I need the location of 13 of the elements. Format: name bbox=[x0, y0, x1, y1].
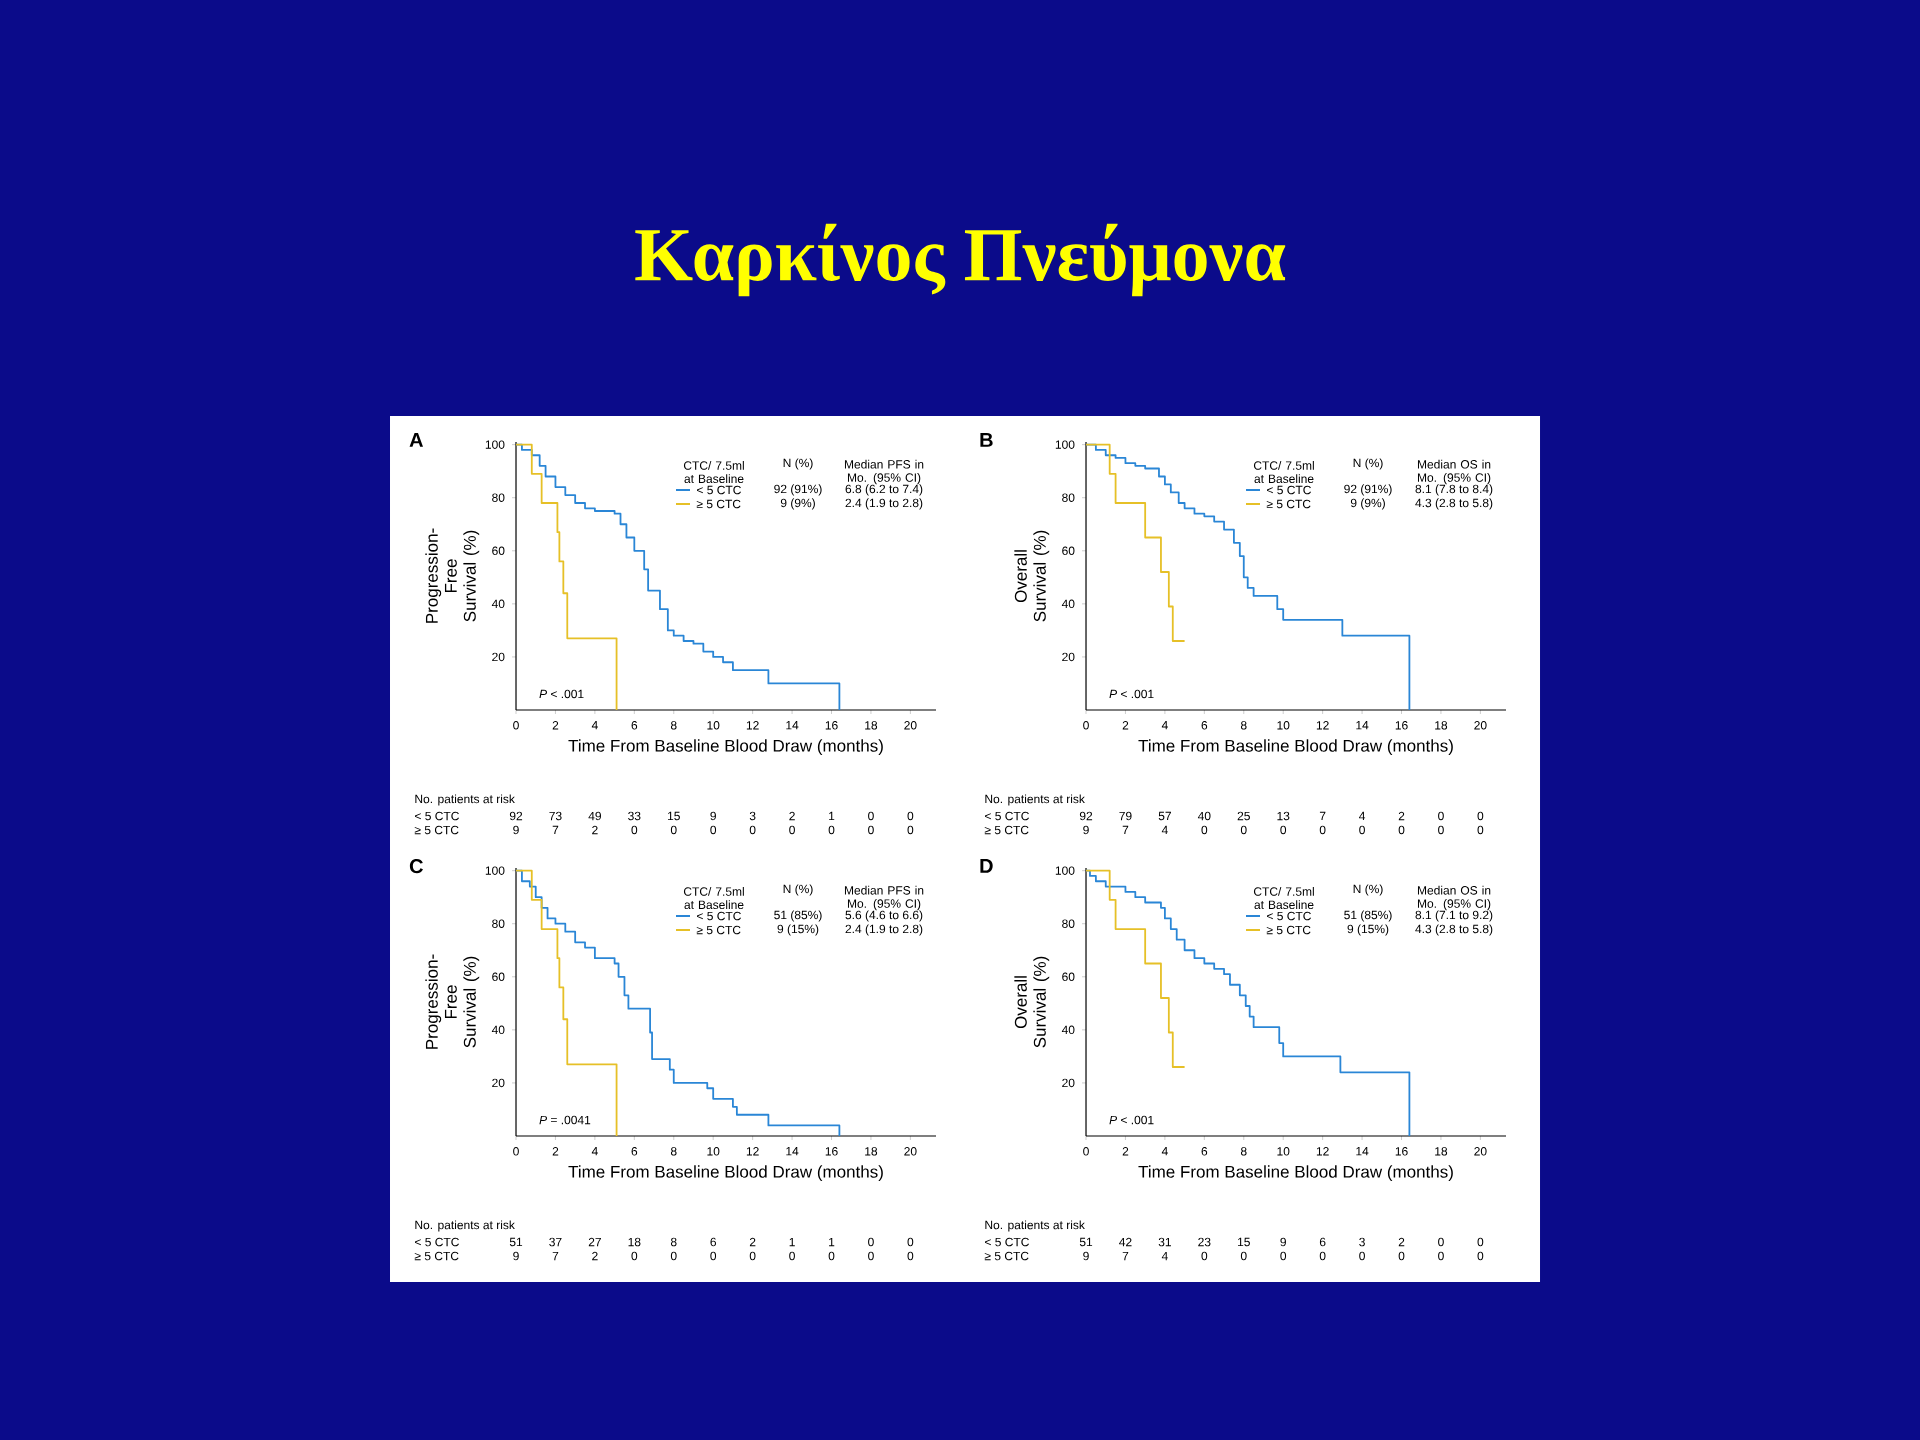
x-axis-title: Time From Baseline Blood Draw (months) bbox=[568, 739, 883, 756]
y-axis-title: Overall Survival (%) bbox=[1014, 956, 1050, 1048]
chart-title: A bbox=[409, 433, 423, 447]
chart-title: D bbox=[980, 859, 993, 873]
y-axis-title: Progression-Free Survival (%) bbox=[425, 528, 480, 623]
y-axis-title: Progression-Free Survival (%) bbox=[425, 954, 480, 1049]
y-axis-title: Overall Survival (%) bbox=[1014, 530, 1050, 622]
x-axis-title: Time From Baseline Blood Draw (months) bbox=[568, 1165, 883, 1182]
text: Καρκίνος Πνεύμονα bbox=[635, 223, 1286, 297]
chart-title: B bbox=[980, 433, 993, 447]
x-axis-title: Time From Baseline Blood Draw (months) bbox=[1138, 1165, 1453, 1182]
x-axis-title: Time From Baseline Blood Draw (months) bbox=[1138, 739, 1453, 756]
chart-title: C bbox=[409, 859, 423, 874]
